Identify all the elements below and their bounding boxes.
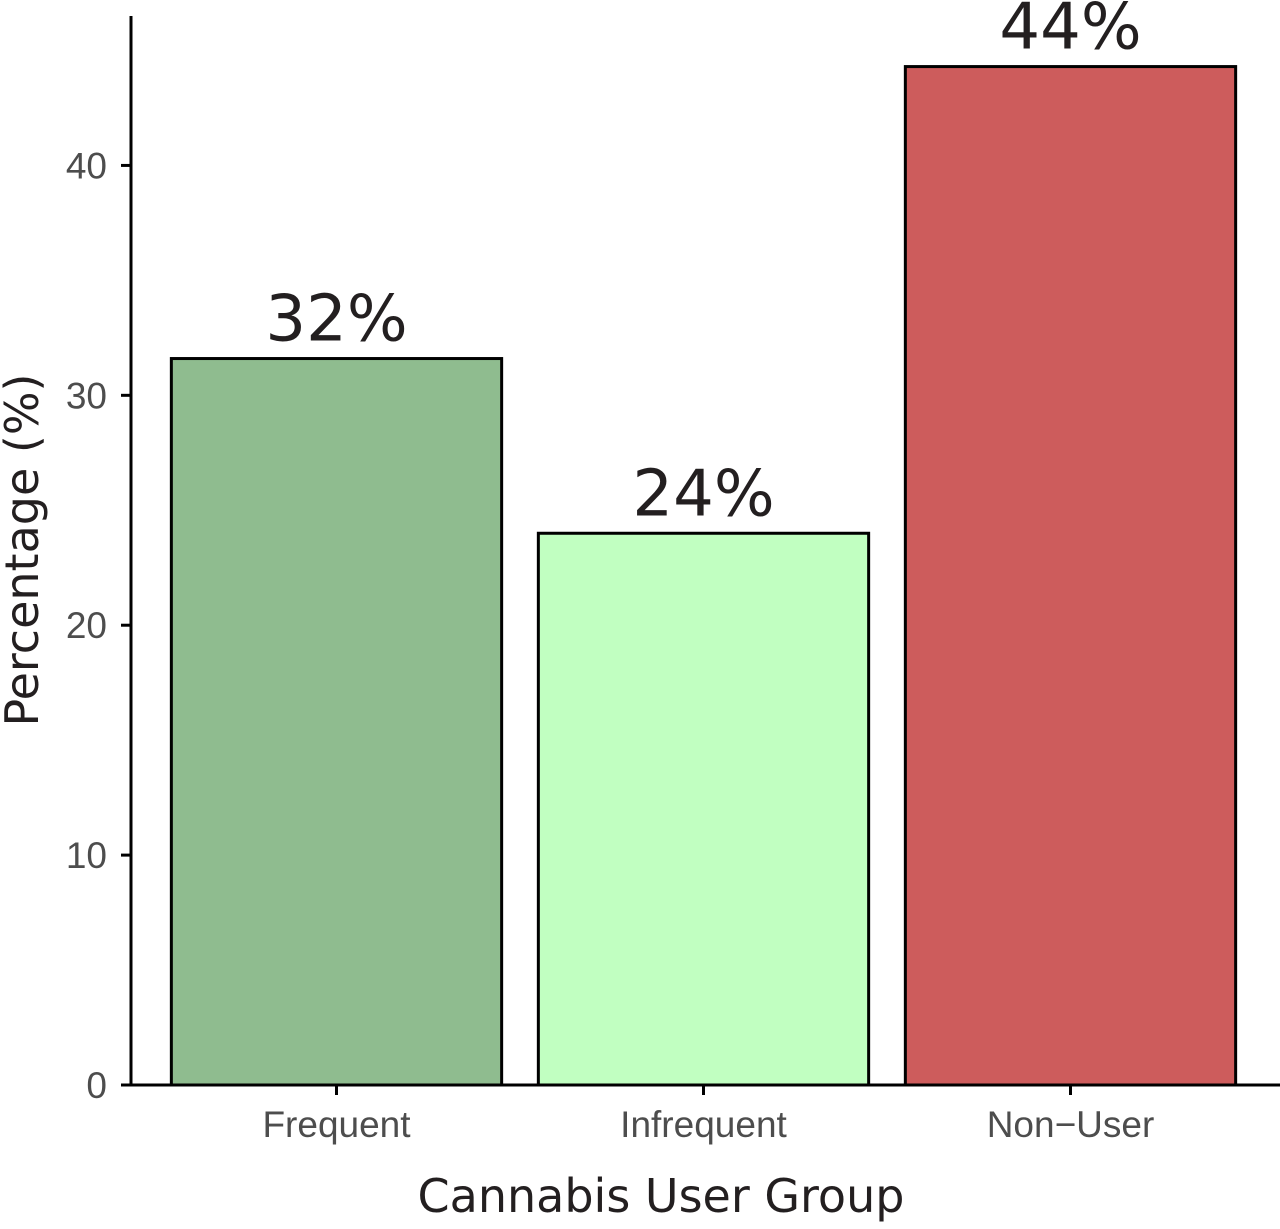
x-axis-ticks: Frequent Infrequent Non−User	[262, 1085, 1154, 1145]
y-axis-ticks: 0 10 20 30 40	[66, 145, 131, 1106]
x-axis-title: Cannabis User Group	[418, 1169, 905, 1223]
x-tick-label-1: Frequent	[262, 1104, 411, 1145]
bar-1	[169, 357, 504, 1087]
data-labels-group: 32% 24% 44%	[265, 0, 1141, 531]
y-tick-label-3: 20	[66, 605, 107, 646]
x-tick-label-2: Infrequent	[620, 1104, 787, 1145]
x-tick-label-3: Non−User	[987, 1104, 1155, 1145]
data-label-1: 32%	[265, 283, 407, 357]
bars-group	[169, 65, 1238, 1087]
data-label-2: 24%	[632, 457, 774, 531]
y-tick-label-5: 40	[66, 145, 107, 186]
bar-3	[903, 65, 1238, 1087]
y-axis-title: Percentage (%)	[0, 374, 49, 727]
bar-2	[536, 531, 871, 1087]
y-tick-label-1: 0	[86, 1065, 107, 1106]
y-tick-label-4: 30	[66, 375, 107, 416]
data-label-3: 44%	[999, 0, 1141, 65]
y-tick-label-2: 10	[66, 835, 107, 876]
